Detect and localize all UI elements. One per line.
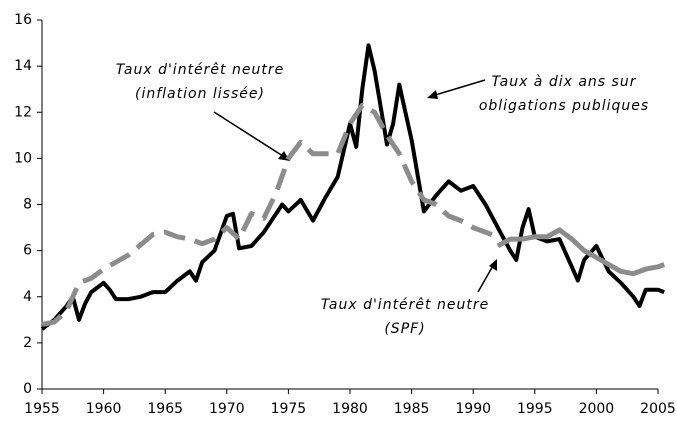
annotation: (SPF) <box>384 321 425 337</box>
y-tick-label: 0 <box>23 381 32 397</box>
x-tick-label: 1995 <box>517 401 553 417</box>
arrowhead <box>427 90 438 99</box>
x-tick-label: 2005 <box>640 401 676 417</box>
y-tick-label: 6 <box>23 243 32 259</box>
x-tick-label: 2000 <box>579 401 615 417</box>
annotation: Taux d'intérêt neutre <box>116 62 284 78</box>
y-tick-label: 16 <box>14 12 32 28</box>
arrow <box>213 111 287 159</box>
annotation: (inflation lissée) <box>135 86 265 102</box>
x-tick-label: 1965 <box>147 401 183 417</box>
x-tick-label: 1985 <box>394 401 430 417</box>
y-tick-label: 14 <box>14 58 32 74</box>
y-tick-label: 2 <box>23 335 32 351</box>
x-tick-label: 1970 <box>209 401 245 417</box>
annotation: Taux d'intérêt neutre <box>321 297 489 313</box>
annotation: obligations publiques <box>479 98 649 114</box>
series-line <box>41 102 499 327</box>
x-tick-label: 1990 <box>455 401 491 417</box>
series-line <box>40 43 665 331</box>
x-tick-label: 1960 <box>86 401 122 417</box>
y-tick-label: 12 <box>14 104 32 120</box>
series-line <box>496 227 666 277</box>
x-tick-label: 1980 <box>332 401 368 417</box>
arrowhead <box>489 259 497 271</box>
y-tick-label: 10 <box>14 150 32 166</box>
y-tick-label: 4 <box>23 289 32 305</box>
y-tick-label: 8 <box>23 197 32 213</box>
arrow <box>477 263 495 293</box>
x-tick-label: 1975 <box>271 401 307 417</box>
arrow <box>431 79 486 97</box>
annotation: Taux à dix ans sur <box>492 74 637 90</box>
x-tick-label: 1955 <box>24 401 60 417</box>
